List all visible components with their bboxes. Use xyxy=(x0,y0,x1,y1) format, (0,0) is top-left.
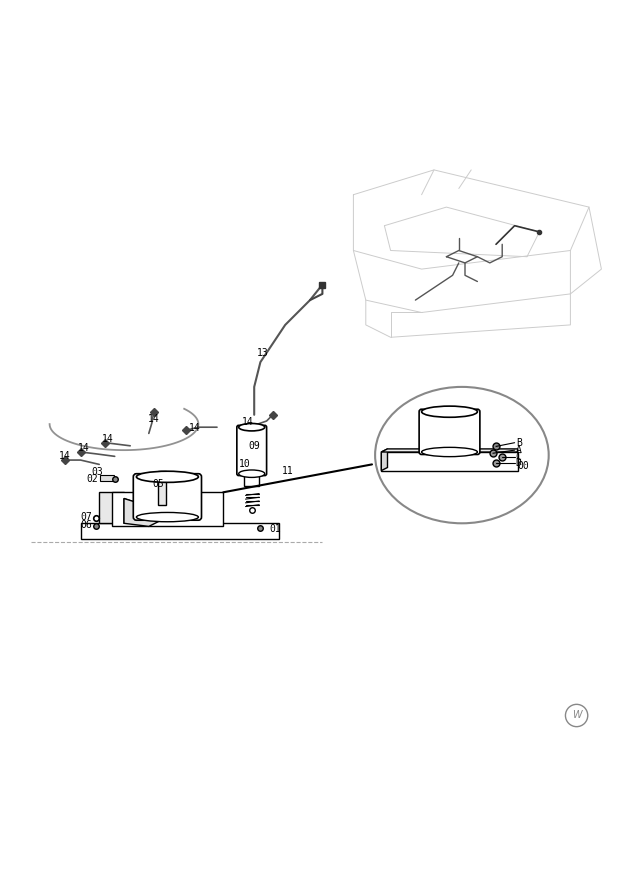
FancyBboxPatch shape xyxy=(158,471,166,505)
Text: A: A xyxy=(516,445,521,455)
FancyBboxPatch shape xyxy=(237,425,267,476)
Ellipse shape xyxy=(136,512,198,522)
FancyBboxPatch shape xyxy=(244,472,259,486)
Polygon shape xyxy=(381,449,388,471)
Text: 14: 14 xyxy=(148,414,159,424)
Text: 03: 03 xyxy=(92,467,104,477)
Text: 10: 10 xyxy=(239,459,250,469)
FancyBboxPatch shape xyxy=(133,474,202,520)
FancyBboxPatch shape xyxy=(112,492,223,526)
Polygon shape xyxy=(99,492,124,523)
Text: 05: 05 xyxy=(152,479,164,489)
Ellipse shape xyxy=(375,387,549,523)
Text: 06: 06 xyxy=(81,519,92,530)
Polygon shape xyxy=(381,449,518,452)
Text: 09: 09 xyxy=(248,441,260,450)
Ellipse shape xyxy=(422,406,477,417)
Text: 00: 00 xyxy=(518,461,529,471)
Ellipse shape xyxy=(422,447,477,457)
Text: 14: 14 xyxy=(78,443,89,453)
Ellipse shape xyxy=(136,471,198,483)
Text: B: B xyxy=(516,437,521,448)
Polygon shape xyxy=(124,498,174,526)
Text: 14: 14 xyxy=(59,451,71,461)
Ellipse shape xyxy=(239,470,265,478)
FancyBboxPatch shape xyxy=(381,452,518,471)
FancyBboxPatch shape xyxy=(81,523,279,539)
Text: 07: 07 xyxy=(81,512,92,522)
Text: 01: 01 xyxy=(270,525,281,534)
Text: 14: 14 xyxy=(102,434,114,444)
Ellipse shape xyxy=(239,423,265,431)
Bar xyxy=(100,475,114,481)
Text: 14: 14 xyxy=(189,423,201,433)
Polygon shape xyxy=(124,498,161,523)
Text: W: W xyxy=(572,711,582,720)
Text: 11: 11 xyxy=(282,466,294,476)
FancyBboxPatch shape xyxy=(419,409,480,455)
Text: 14: 14 xyxy=(242,417,254,427)
Text: 13: 13 xyxy=(257,347,269,358)
Text: C: C xyxy=(516,452,521,462)
Circle shape xyxy=(565,705,588,726)
Text: D: D xyxy=(516,457,521,468)
Text: 02: 02 xyxy=(87,474,99,484)
